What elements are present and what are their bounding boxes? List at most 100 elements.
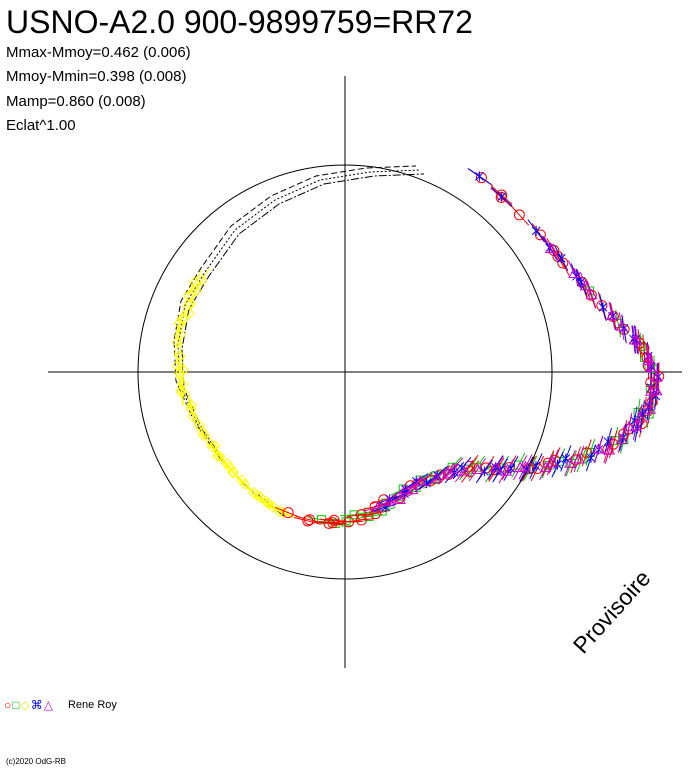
fit-curve-1 — [177, 169, 421, 513]
circle-point-27 — [323, 517, 335, 529]
error-bar-22 — [488, 457, 505, 482]
circle-point-47 — [596, 300, 608, 312]
circle-point-18 — [475, 172, 487, 184]
circle-point-28 — [534, 229, 546, 241]
circle-point-44 — [327, 517, 339, 529]
error-bar-41 — [209, 444, 226, 469]
error-bar-40 — [186, 270, 202, 295]
triangle-point-29 — [394, 493, 406, 504]
triangle-point-27 — [606, 309, 618, 320]
error-bar-37 — [513, 455, 528, 481]
triangle-point-20 — [568, 267, 580, 278]
star-point-26 — [586, 452, 596, 463]
triangle-point-6 — [592, 443, 605, 454]
star-point-21 — [531, 225, 541, 236]
star-point-30 — [556, 253, 566, 264]
star-point-8 — [598, 302, 608, 313]
triangle-point-4 — [399, 483, 411, 494]
error-bar-0 — [626, 412, 633, 441]
legend-symbol-star: ⌘ — [30, 698, 43, 712]
error-bar-34 — [175, 351, 178, 380]
diamond-point-30 — [171, 336, 183, 348]
error-bar-17 — [437, 462, 459, 484]
diamond-point-17 — [196, 274, 208, 286]
triangle-point-31 — [500, 465, 513, 476]
error-bar-15 — [618, 312, 625, 341]
error-bar-0 — [442, 456, 462, 479]
error-bar-21 — [617, 425, 626, 454]
error-bar-31 — [498, 458, 514, 484]
diamond-point-29 — [206, 441, 219, 453]
error-bar-37 — [197, 422, 210, 449]
error-bar-7 — [649, 377, 653, 406]
error-bar-35 — [223, 461, 243, 484]
error-bar-34 — [454, 460, 474, 483]
fit-curve-0 — [173, 165, 417, 509]
circle-point-20 — [343, 516, 355, 528]
triangle-point-17 — [441, 467, 454, 478]
reference-circle — [137, 164, 553, 580]
error-bar-6 — [594, 435, 604, 463]
diamond-point-37 — [197, 429, 210, 442]
error-bar-26 — [177, 305, 187, 333]
error-bar-33 — [604, 436, 614, 464]
error-bar-35 — [639, 409, 645, 438]
triangle-point-1 — [447, 462, 460, 473]
error-bar-16 — [573, 445, 585, 473]
diamond-point-38 — [261, 497, 274, 509]
diamond-point-33 — [187, 410, 199, 423]
diamond-point-16 — [174, 350, 186, 362]
error-bar-1 — [370, 495, 398, 505]
legend-symbol-square: □ — [12, 698, 20, 712]
diamond-point-25 — [196, 426, 209, 438]
error-bar-34 — [460, 460, 480, 483]
triangle-point-33 — [603, 443, 616, 455]
triangle-point-25 — [644, 403, 657, 414]
stat-mmax-mmoy: Mmax-Mmoy=0.462 (0.006) — [6, 44, 191, 61]
diamond-point-34 — [171, 359, 183, 372]
error-bar-4 — [392, 482, 418, 497]
error-bar-11 — [647, 346, 650, 375]
error-bar-43 — [608, 430, 618, 458]
star-point-10 — [497, 191, 507, 202]
copyright: (c)2020 OdG-RB — [6, 757, 67, 766]
triangle-point-32 — [631, 334, 643, 345]
error-bar-6 — [509, 204, 530, 226]
error-bar-19 — [177, 320, 185, 349]
square-point-34 — [619, 435, 629, 445]
chart-title: USNO-A2.0 900-9899759=RR72 — [6, 4, 473, 40]
legend-symbol-circle: ○ — [4, 698, 12, 712]
legend-symbol-triangle: △ — [43, 698, 53, 712]
error-bar-39 — [361, 510, 390, 518]
circle-point-51 — [557, 257, 569, 269]
error-bar-28 — [179, 376, 184, 405]
diamond-point-19 — [175, 328, 187, 341]
triangle-point-36 — [630, 419, 642, 431]
triangle-point-21 — [615, 433, 628, 444]
error-bar-9 — [468, 455, 486, 479]
error-bar-19 — [468, 457, 487, 482]
error-bar-30 — [655, 376, 659, 405]
star-point-13 — [531, 461, 541, 472]
triangle-point-37 — [514, 461, 527, 473]
error-bar-54 — [275, 506, 302, 519]
error-bar-22 — [400, 482, 425, 498]
diamond-point-39 — [175, 386, 187, 398]
error-bar-13 — [637, 404, 643, 432]
error-bar-29 — [386, 493, 413, 506]
star-point-18 — [506, 463, 516, 474]
triangle-point-9 — [545, 242, 557, 253]
triangle-point-24 — [539, 461, 552, 472]
triangle-point-3 — [546, 456, 559, 467]
error-bar-8 — [487, 455, 504, 481]
circle-point-30 — [425, 475, 437, 487]
error-bar-39 — [178, 378, 184, 406]
error-bar-36 — [174, 309, 184, 337]
triangle-point-39 — [644, 361, 657, 373]
error-bar-33 — [610, 302, 617, 331]
triangle-point-15 — [615, 320, 628, 331]
triangle-point-30 — [650, 384, 663, 396]
triangle-point-35 — [579, 279, 592, 291]
error-bar-27 — [608, 301, 616, 330]
